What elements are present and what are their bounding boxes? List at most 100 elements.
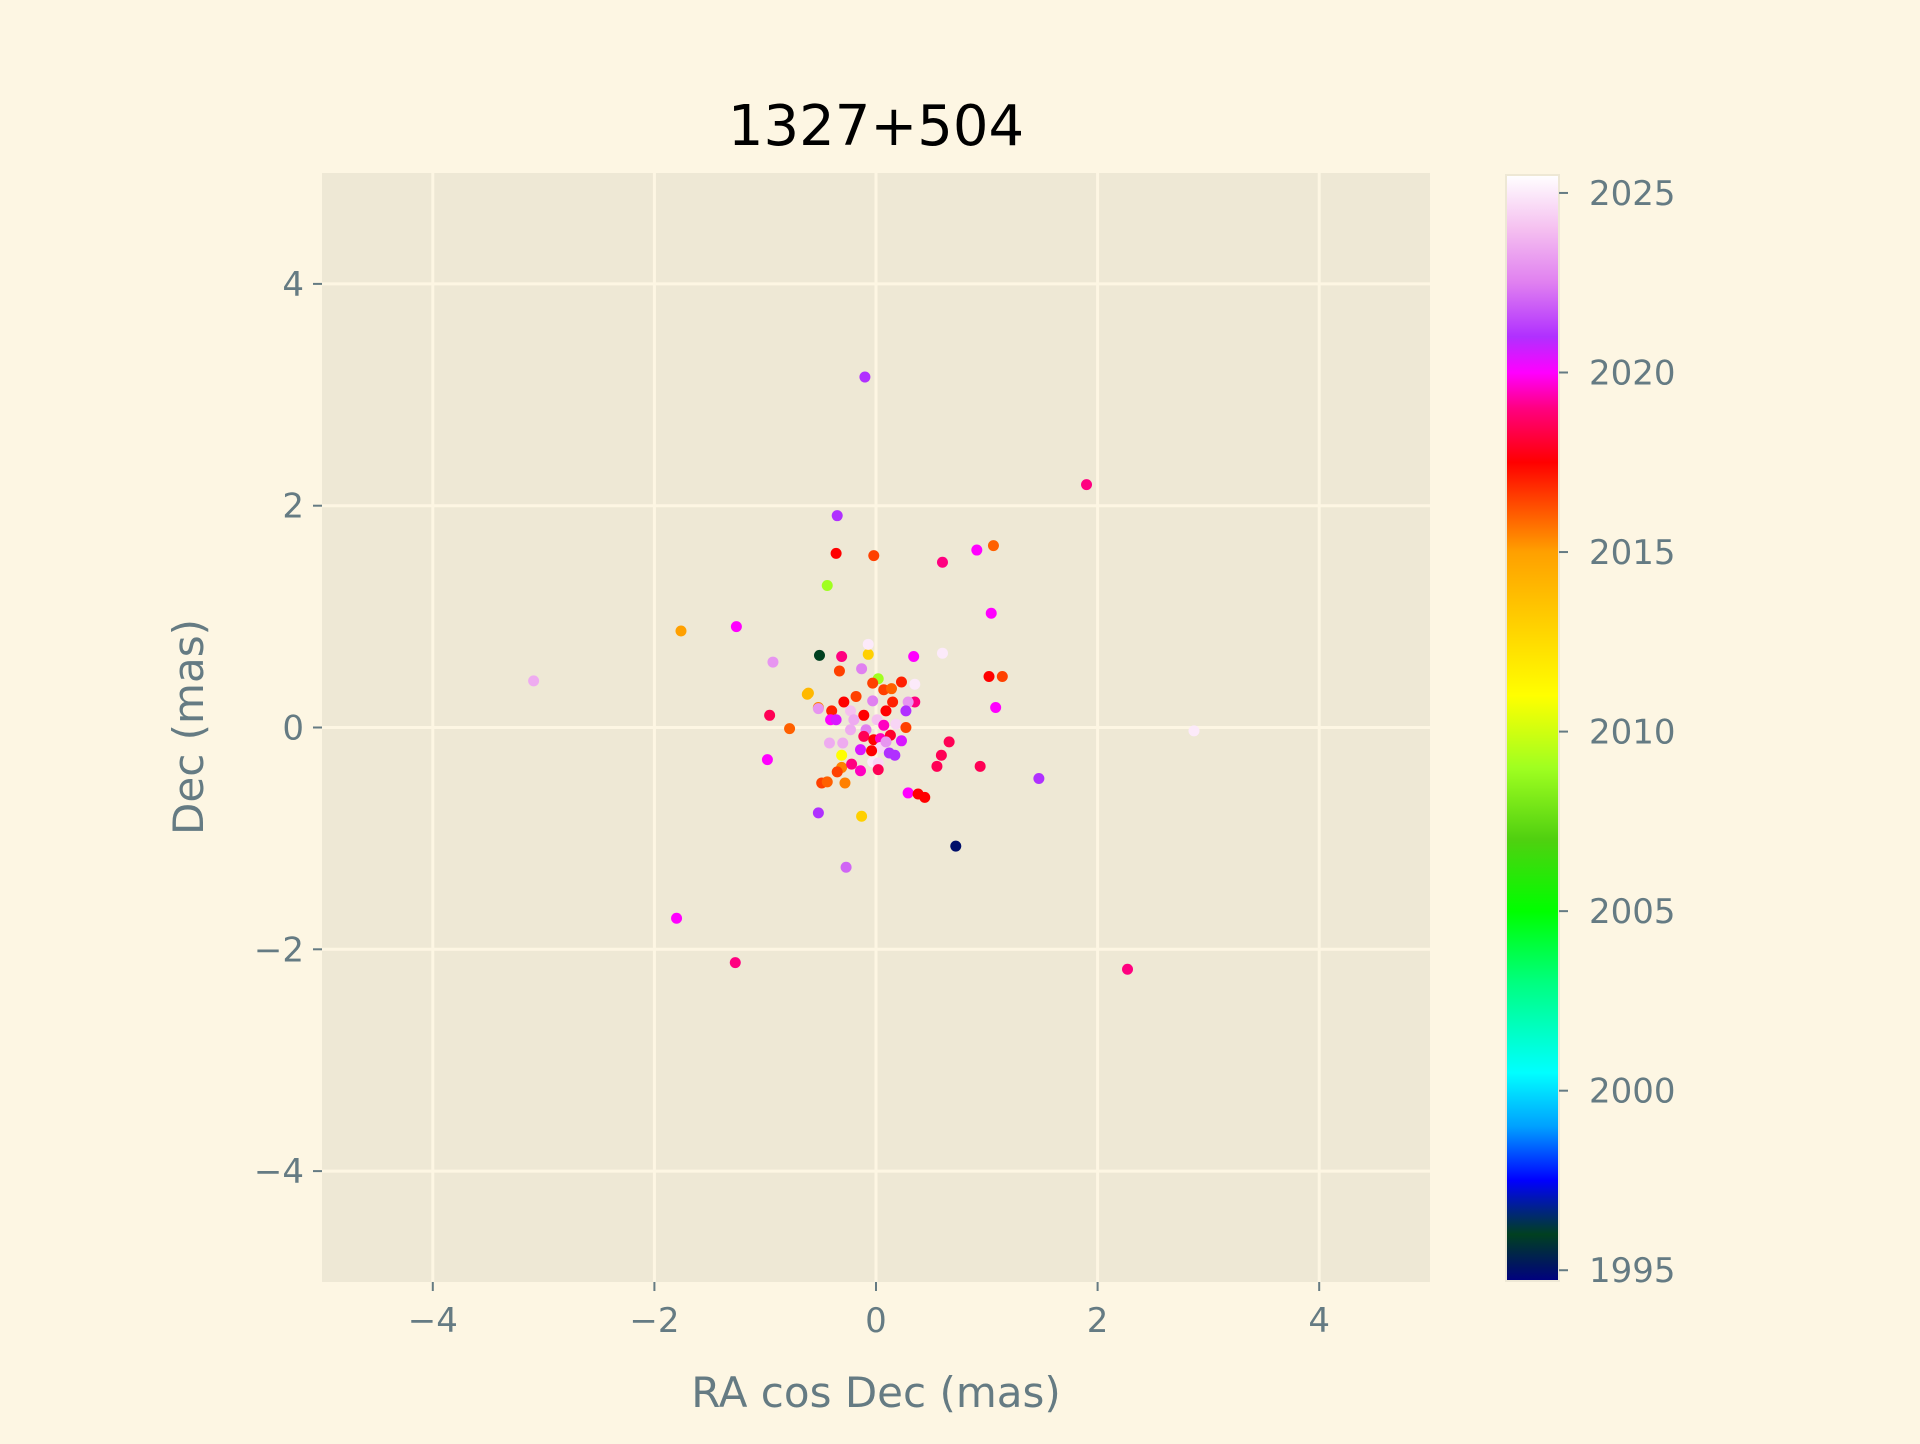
x-tick-label: −2: [629, 1301, 679, 1341]
data-point: [1033, 773, 1045, 785]
data-point: [996, 670, 1008, 682]
colorbar-tick-label: 2015: [1589, 533, 1676, 573]
data-point: [902, 696, 914, 708]
data-point: [528, 675, 540, 687]
data-point: [845, 724, 857, 736]
data-point: [950, 840, 962, 852]
data-point: [761, 754, 773, 766]
data-point: [872, 764, 884, 776]
data-point: [821, 580, 833, 592]
grid: [322, 173, 1430, 1282]
x-axis-label: RA cos Dec (mas): [691, 1368, 1061, 1417]
x-tick-label: 4: [1308, 1301, 1330, 1341]
data-point: [838, 696, 850, 708]
data-point: [831, 766, 843, 778]
colorbar-tick-label: 2005: [1589, 892, 1676, 932]
x-tick-label: 2: [1087, 1301, 1109, 1341]
y-tick-label: −2: [254, 930, 304, 970]
data-point: [831, 510, 843, 522]
data-point: [784, 723, 796, 735]
data-point: [890, 718, 902, 730]
data-point: [902, 787, 914, 799]
data-point: [900, 722, 912, 733]
data-point: [821, 776, 833, 788]
colorbar-tick-label: 2000: [1589, 1072, 1676, 1112]
data-point: [858, 730, 870, 742]
data-point: [1081, 479, 1093, 491]
data-point: [850, 690, 862, 702]
data-point: [729, 957, 741, 969]
data-point: [943, 736, 955, 748]
data-point: [859, 371, 871, 383]
chart-title: 1327+504: [728, 94, 1024, 159]
data-point: [830, 714, 842, 726]
data-point: [812, 703, 824, 715]
data-point: [854, 744, 866, 756]
x-tick-label: −4: [408, 1301, 458, 1341]
colorbar-gradient: [1505, 174, 1560, 1282]
x-tick-label: 0: [865, 1301, 887, 1341]
data-point: [1188, 725, 1200, 737]
data-point: [987, 540, 999, 552]
data-point: [936, 556, 948, 568]
data-point: [840, 861, 852, 873]
data-point: [846, 758, 858, 770]
y-tick-label: −4: [254, 1152, 304, 1192]
data-point: [856, 810, 868, 822]
data-point: [836, 749, 848, 761]
data-point: [895, 676, 907, 688]
colorbar-tick-label: 2010: [1589, 713, 1676, 753]
colorbar-tick-label: 2025: [1589, 174, 1676, 214]
data-point: [862, 648, 874, 660]
data-point: [826, 705, 838, 717]
data-point: [839, 777, 851, 789]
data-point: [866, 745, 878, 757]
data-point: [985, 607, 997, 619]
data-point: [990, 702, 1002, 714]
data-point: [764, 709, 776, 721]
data-point: [823, 737, 835, 749]
data-point: [878, 719, 890, 731]
data-point: [889, 749, 901, 761]
data-point: [880, 736, 892, 748]
data-point: [895, 735, 907, 747]
data-point: [931, 760, 943, 772]
data-point: [935, 749, 947, 761]
data-point: [812, 807, 824, 819]
data-point: [908, 651, 920, 663]
data-point: [867, 677, 879, 689]
data-point: [845, 705, 857, 717]
y-tick-label: 4: [282, 265, 304, 305]
data-point: [983, 670, 995, 682]
data-point: [802, 687, 814, 699]
y-tick-label: 2: [282, 487, 304, 527]
data-point: [919, 791, 931, 803]
data-point: [671, 912, 683, 924]
data-point: [862, 638, 874, 650]
data-point: [974, 760, 986, 772]
data-point: [837, 737, 849, 749]
colorbar-tick-label: 1995: [1589, 1251, 1676, 1291]
data-point: [909, 678, 921, 690]
data-point: [880, 705, 892, 717]
data-point: [856, 663, 868, 675]
data-point: [936, 647, 948, 659]
y-tick-label: 0: [282, 709, 304, 749]
data-point: [887, 696, 899, 708]
colorbar: 1995 2000 2005 2010 2015 2020 2025: [1505, 174, 1676, 1291]
axis-ticks: −4 −2 0 2 4 −4 −2 0 2 4: [254, 265, 1330, 1341]
data-point: [836, 651, 848, 663]
y-axis-label: Dec (mas): [164, 619, 213, 835]
data-point: [833, 665, 845, 677]
data-point: [868, 550, 880, 562]
data-point: [867, 695, 879, 707]
data-point: [767, 656, 779, 668]
colorbar-tick-label: 2020: [1589, 354, 1676, 394]
data-point: [900, 705, 912, 717]
data-point: [854, 765, 866, 777]
data-point: [971, 544, 983, 556]
data-point: [813, 649, 825, 661]
data-point: [675, 625, 687, 637]
data-point: [886, 683, 898, 695]
